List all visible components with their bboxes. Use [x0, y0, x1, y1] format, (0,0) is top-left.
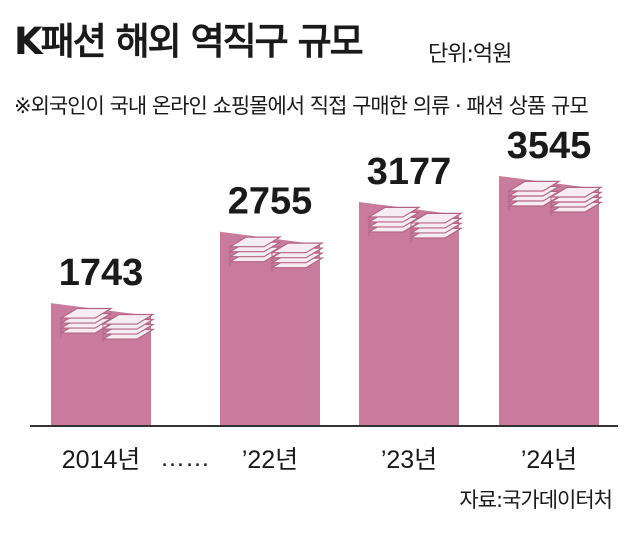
paper-sheet-3-b-3	[548, 186, 604, 198]
category-label-2: ’23년	[381, 446, 437, 474]
bars-group	[51, 176, 604, 426]
bar-group-2	[359, 201, 464, 426]
category-label-3: ’24년	[521, 446, 577, 474]
value-label-0: 1743	[59, 252, 144, 294]
paper-sheet-3-a-3	[506, 180, 562, 192]
source-label: 자료:국가데이터처	[459, 488, 613, 512]
paper-sheet-2-b-3	[408, 212, 464, 224]
chart-note: ※외국인이 국내 온라인 쇼핑몰에서 직접 구매한 의류 · 패션 상품 규모	[14, 94, 589, 118]
unit-label: 단위:억원	[428, 42, 512, 67]
paper-sheet-0-a-3	[58, 307, 114, 319]
chart-title: K패션 해외 역직구 규모	[14, 20, 364, 63]
paper-sheet-1-a-3	[227, 236, 283, 248]
bar-2	[359, 201, 459, 426]
paper-sheet-2-a-3	[366, 206, 422, 218]
category-label-1: ’22년	[242, 446, 298, 474]
category-label-0: 2014년	[62, 446, 141, 474]
value-label-1: 2755	[228, 181, 313, 223]
bar-group-3	[499, 176, 604, 426]
paper-sheet-1-b-3	[269, 242, 325, 254]
bar-group-1	[220, 231, 325, 426]
bar-1	[220, 231, 320, 426]
axis-gap-dots: ……	[160, 444, 210, 472]
paper-sheet-0-b-3	[100, 313, 156, 325]
bar-group-0	[51, 303, 156, 426]
value-label-3: 3545	[507, 125, 592, 167]
bar-3	[499, 176, 599, 426]
value-label-2: 3177	[367, 151, 452, 193]
labels-group: 1743 2014년 2755 ’22년 3177 ’23년 3545 ’24년 ……	[59, 125, 592, 474]
